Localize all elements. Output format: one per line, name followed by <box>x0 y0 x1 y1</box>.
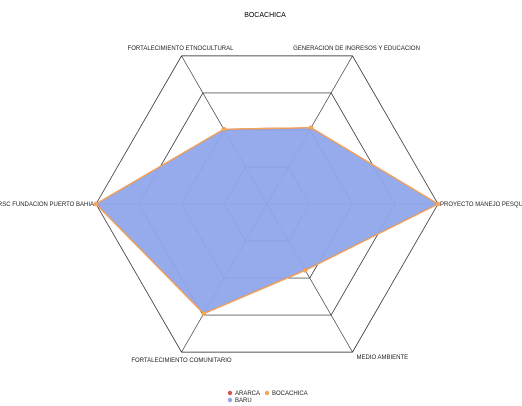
axis-label: FORTALECIMIENTO COMUNITARIO <box>131 358 232 364</box>
series-point-bocachica <box>221 127 227 132</box>
axis-label: MEDIO AMBIENTE <box>357 355 409 361</box>
legend-label: ARARCA <box>235 391 260 397</box>
series-point-bocachica <box>93 201 99 207</box>
radar-series <box>93 125 441 316</box>
series-point-bocachica <box>308 125 314 130</box>
legend-marker <box>227 397 233 403</box>
legend: ARARCA BOCACHICA BARU <box>227 390 308 404</box>
series-point-bocachica <box>435 201 441 207</box>
series-point-bocachica <box>303 268 308 273</box>
legend-label: BARU <box>235 398 252 404</box>
axis-label: FORTALECIMIENTO ETNOCULTURAL <box>128 46 235 52</box>
chart-title: BOCACHICA <box>244 12 286 19</box>
axis-label: GENERACION DE INGRESOS Y EDUCACION <box>293 46 420 52</box>
legend-marker <box>227 390 233 396</box>
legend-marker <box>264 390 270 396</box>
legend-label: BOCACHICA <box>272 391 308 397</box>
series-area-baru <box>96 127 438 314</box>
axis-label: PROYECTO MANEJO PESQUERO <box>440 202 522 208</box>
axis-label: RSC FUNDACION PUERTO BAHIA <box>0 202 94 208</box>
axis-labels: GENERACION DE INGRESOS Y EDUCACION PROYEC… <box>0 46 522 364</box>
series-point-bocachica <box>201 311 206 316</box>
